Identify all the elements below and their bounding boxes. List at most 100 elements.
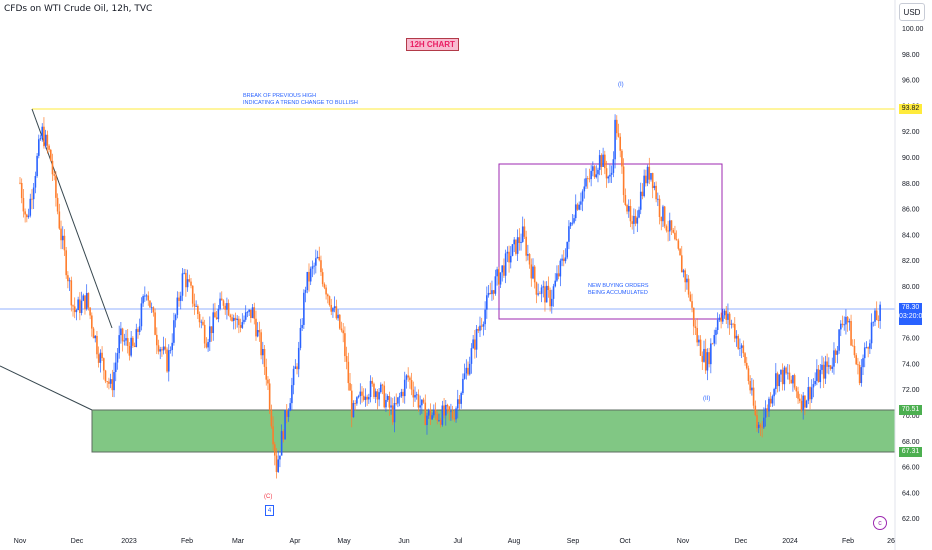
candle-body — [530, 264, 533, 279]
candle-body — [49, 149, 52, 161]
chart-timeframe-tag: 12H CHART — [406, 38, 459, 51]
x-tick-label: Jun — [398, 538, 409, 545]
candle-body — [739, 347, 741, 349]
candle-body — [303, 292, 305, 325]
candle-body — [667, 230, 669, 232]
candle-body — [467, 367, 469, 375]
y-axis[interactable]: 100.0098.0096.0094.0092.0090.0088.0086.0… — [894, 0, 924, 550]
candle-body — [344, 333, 346, 357]
candle-body — [448, 406, 451, 412]
candle-body — [260, 332, 262, 356]
candle-body — [862, 358, 864, 368]
candle-body — [53, 174, 55, 176]
candle-body — [593, 166, 596, 178]
candle-body — [650, 173, 652, 180]
candle-body — [780, 369, 782, 375]
candle-body — [552, 286, 555, 299]
tradingview-logo-icon[interactable]: ϲ — [873, 516, 887, 530]
candle-body — [402, 391, 404, 397]
currency-button[interactable]: USD — [899, 3, 925, 21]
candle-body — [527, 254, 529, 256]
candle-body — [366, 396, 368, 400]
candle-body — [61, 235, 64, 241]
candle-body — [525, 236, 527, 256]
candle-body — [410, 380, 413, 390]
candle-body — [419, 405, 421, 408]
candle-body — [542, 286, 545, 288]
orders-annotation-line1: NEW BUYING ORDERS — [588, 283, 649, 289]
candle-body — [496, 269, 498, 277]
candle-body — [520, 241, 522, 243]
candle-body — [171, 342, 173, 350]
x-tick-label: 26 — [887, 538, 895, 545]
candle-body — [754, 405, 757, 416]
y-tick-label: 96.00 — [902, 78, 920, 85]
candle-body — [167, 350, 170, 372]
candle-body — [474, 339, 476, 350]
candle-body — [96, 335, 98, 355]
candles — [19, 114, 881, 479]
x-tick-label: Nov — [14, 538, 27, 545]
candle-body — [797, 391, 799, 399]
candle-body — [79, 299, 81, 313]
candle-body — [188, 279, 191, 282]
candle-body — [43, 126, 45, 147]
candle-body — [294, 366, 297, 369]
candle-body — [70, 280, 73, 306]
candle-body — [521, 226, 524, 242]
candle-body — [345, 356, 348, 362]
candle-body — [114, 362, 117, 373]
candle-body — [183, 272, 185, 274]
candle-body — [244, 312, 247, 320]
candle-body — [438, 420, 440, 421]
candle-body — [562, 258, 565, 262]
candle-body — [607, 176, 610, 179]
candle-body — [559, 260, 562, 277]
candle-body — [450, 411, 452, 413]
candle-body — [388, 395, 391, 408]
candle-body — [436, 414, 439, 421]
candle-body — [157, 345, 160, 352]
candle-body — [783, 367, 786, 385]
candle-body — [104, 370, 107, 382]
candle-body — [586, 178, 589, 180]
candle-body — [764, 408, 767, 418]
candle-body — [672, 229, 675, 233]
candle-body — [287, 410, 290, 417]
x-tick-label: Nov — [677, 538, 690, 545]
candle-body — [267, 379, 269, 384]
candle-body — [677, 240, 680, 249]
candle-body — [486, 295, 488, 310]
x-axis[interactable]: Nov Dec 2023 Feb Mar Apr May Jun Jul Aug Sep Oct Nov… — [14, 538, 895, 545]
candle-body — [253, 307, 256, 319]
candle-body — [243, 319, 245, 323]
candle-body — [374, 391, 377, 397]
candle-body — [549, 290, 551, 307]
candle-body — [699, 339, 702, 356]
candle-body — [330, 304, 333, 312]
candle-body — [405, 375, 408, 380]
candle-body — [318, 256, 321, 261]
candle-body — [63, 235, 66, 251]
candle-body — [615, 119, 618, 134]
candle-body — [306, 271, 309, 290]
candle-body — [492, 290, 495, 294]
candle-body — [568, 226, 570, 242]
candle-body — [776, 373, 779, 387]
candle-body — [626, 204, 628, 212]
candle-body — [393, 403, 396, 423]
candle-body — [444, 404, 447, 416]
candle-body — [855, 355, 857, 365]
candle-body — [273, 444, 276, 456]
candle-body — [645, 175, 647, 184]
candle-body — [350, 390, 353, 418]
x-tick-label: Apr — [290, 538, 302, 545]
candle-body — [238, 318, 240, 326]
candle-body — [207, 342, 209, 348]
candle-body — [55, 175, 57, 198]
candle-body — [453, 418, 456, 420]
candle-body — [636, 217, 639, 224]
candle-body — [224, 305, 226, 310]
y-tick-label: 92.00 — [902, 129, 920, 136]
